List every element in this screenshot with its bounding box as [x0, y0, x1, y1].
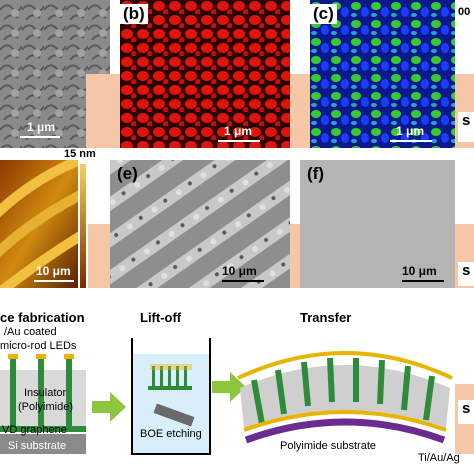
red-grain-map [120, 0, 290, 148]
insulator-label-2: (Polyimide) [18, 401, 74, 413]
afm-stripes [0, 160, 78, 288]
scale-label-b: 1 μm [224, 124, 253, 138]
boe-beaker-schematic [131, 338, 211, 455]
graphene-label: VD graphene [2, 424, 67, 436]
panel-b-eds-map: (b) 1 μm [120, 0, 290, 148]
metal-stack-label: Ti/Au/Ag [418, 452, 460, 464]
step2-title: Lift-off [140, 310, 182, 325]
arrow-right-icon [92, 392, 126, 422]
scale-label-c: 1 μm [396, 124, 425, 138]
panel-label-c: (c) [310, 4, 337, 24]
scale-bar-b [218, 140, 260, 142]
flexible-transfer-schematic [237, 351, 453, 444]
scale-bar-f [402, 280, 444, 282]
scale-label-e: 10 μm [222, 264, 257, 278]
step1-line2: micro-rod LEDs [0, 340, 77, 352]
step3-title: Transfer [300, 310, 352, 325]
afm-height-colorbar [80, 164, 86, 288]
scale-bar-a [20, 136, 60, 138]
polyimide-substrate-label: Polyimide substrate [280, 440, 376, 452]
peach-spacer-4 [290, 224, 300, 288]
side-label-1: s [458, 112, 474, 142]
panel-c-orientation-map: (c) 1 μm [310, 0, 455, 148]
scale-label-f: 10 μm [402, 264, 437, 278]
boe-etching-label: BOE etching [140, 428, 202, 440]
peach-spacer-1 [86, 74, 120, 148]
panel-f-sem-image: (f) 10 μm [300, 160, 455, 288]
sem-stripe-texture [110, 160, 290, 288]
scale-label-a: 1 μm [27, 120, 56, 134]
afm-height-label: 15 nm [64, 148, 96, 160]
scale-label-d: 10 μm [36, 264, 71, 278]
corner-text-c: 00 [458, 6, 471, 18]
side-label-3: s [458, 400, 474, 424]
step1-line1: /Au coated [4, 326, 57, 338]
panel-label-f: (f) [307, 164, 324, 183]
panel-e-sem-image: (e) 10 μm [110, 160, 290, 288]
scale-bar-e [222, 280, 264, 282]
side-label-2: s [458, 262, 474, 286]
step1-device-schematic [0, 354, 86, 454]
peach-spacer-3 [88, 224, 110, 288]
si-substrate-label: Si substrate [8, 440, 67, 452]
arrow-right-icon [212, 372, 246, 402]
scale-bar-c [390, 140, 432, 142]
panel-label-b: (b) [120, 4, 148, 24]
peach-spacer-2 [290, 74, 310, 148]
scale-bar-d [34, 280, 74, 282]
insulator-label-1: Insulator [24, 387, 67, 399]
panel-label-e: (e) [117, 164, 138, 183]
panel-d-afm-image: 10 μm [0, 160, 78, 288]
blue-green-grain-map [310, 0, 455, 148]
step1-title: ce fabrication [0, 310, 85, 325]
